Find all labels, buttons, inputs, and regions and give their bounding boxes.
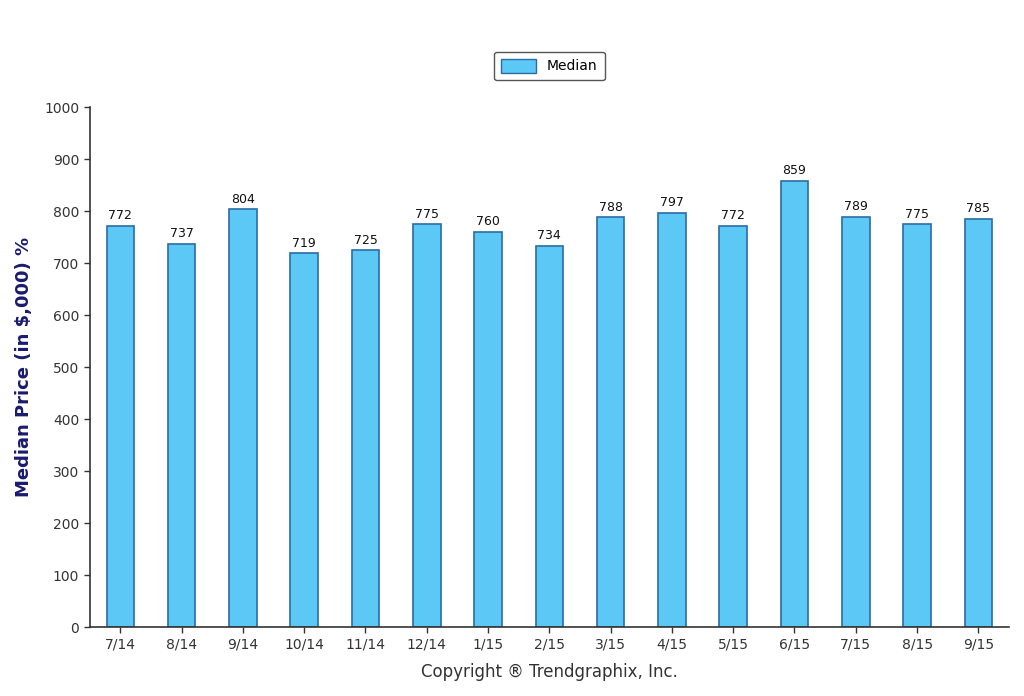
- Text: 737: 737: [170, 228, 194, 240]
- Text: 797: 797: [660, 196, 684, 209]
- Bar: [965, 219, 992, 628]
- Text: 775: 775: [905, 207, 929, 221]
- Bar: [229, 209, 257, 628]
- Text: 719: 719: [292, 237, 316, 250]
- Bar: [168, 244, 196, 628]
- Text: 859: 859: [782, 164, 807, 177]
- Bar: [658, 213, 686, 628]
- X-axis label: Copyright ® Trendgraphix, Inc.: Copyright ® Trendgraphix, Inc.: [421, 663, 678, 681]
- Legend: Median: Median: [495, 52, 604, 80]
- Y-axis label: Median Price (in $,000) %: Median Price (in $,000) %: [15, 237, 33, 498]
- Text: 772: 772: [109, 209, 132, 222]
- Text: 785: 785: [967, 203, 990, 215]
- Bar: [720, 226, 746, 628]
- Bar: [106, 226, 134, 628]
- Text: 789: 789: [844, 200, 867, 213]
- Text: 775: 775: [415, 207, 438, 221]
- Bar: [903, 224, 931, 628]
- Text: 725: 725: [353, 234, 378, 246]
- Text: 804: 804: [231, 193, 255, 205]
- Bar: [536, 246, 563, 628]
- Bar: [413, 224, 440, 628]
- Bar: [780, 180, 808, 628]
- Text: 734: 734: [538, 229, 561, 242]
- Bar: [474, 232, 502, 628]
- Bar: [597, 217, 625, 628]
- Bar: [842, 217, 869, 628]
- Text: 788: 788: [599, 201, 623, 214]
- Text: 772: 772: [721, 209, 745, 222]
- Text: 760: 760: [476, 215, 500, 228]
- Bar: [291, 253, 318, 628]
- Bar: [351, 251, 379, 628]
